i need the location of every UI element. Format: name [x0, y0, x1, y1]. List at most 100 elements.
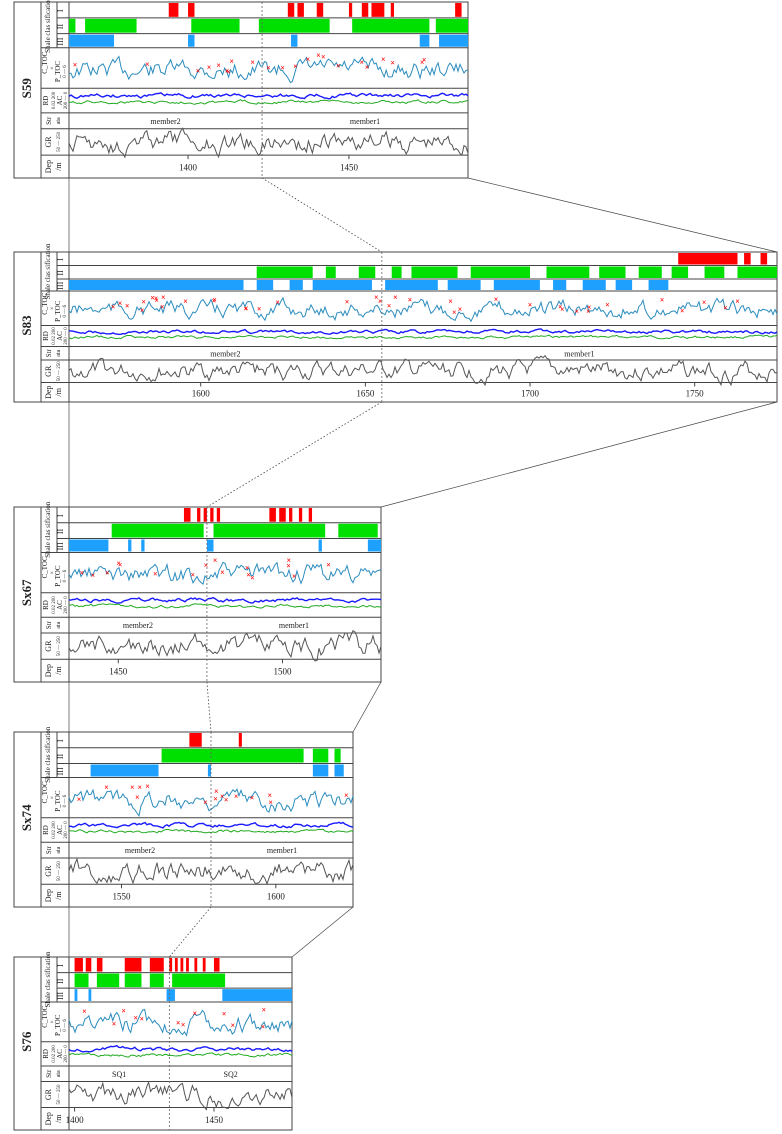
class-3-interval	[289, 280, 303, 290]
class-1-interval	[174, 958, 178, 972]
gr-curve	[68, 127, 469, 159]
c-toc-sample: ×	[560, 305, 565, 314]
ac-label: AC	[56, 331, 64, 341]
c-toc-sample: ×	[140, 306, 145, 315]
c-toc-sample: ×	[422, 55, 427, 64]
depth-tick-label: 1600	[192, 388, 211, 398]
strata-unit-upper: SQ1	[112, 1070, 126, 1079]
rd-label: RD	[42, 600, 50, 610]
well-name-label: Sx67	[19, 579, 34, 606]
class-1-interval	[238, 733, 242, 747]
c-toc-sample: ×	[575, 307, 580, 316]
depth-tick-label: 1400	[66, 1115, 85, 1125]
class-1-interval	[287, 3, 295, 17]
p-toc-curve	[68, 296, 778, 323]
c-toc-sample: ×	[135, 793, 140, 802]
class-2-interval	[599, 266, 626, 278]
gr-scale-label: 50 — 250	[57, 861, 62, 882]
class-2-label: II	[56, 978, 65, 984]
c-toc-sample: ×	[224, 795, 229, 804]
c-toc-sample: ×	[286, 561, 291, 570]
strata-unit-lower: member1	[267, 846, 297, 855]
class-3-interval	[367, 539, 381, 552]
class-1-interval	[298, 508, 303, 522]
c-toc-label: C_TOC	[41, 1005, 49, 1027]
c-toc-sample: ×	[660, 295, 665, 304]
depth-unit-label: /m	[54, 162, 63, 171]
c-toc-sample: ×	[268, 798, 273, 807]
shale-class-track-label: Shale clas sification	[44, 243, 52, 299]
p-toc-curve	[68, 561, 382, 585]
class-3-interval	[439, 34, 468, 47]
gr-scale-label: 50 — 250	[57, 1084, 62, 1105]
strata-label: Str	[45, 620, 53, 629]
class-1-interval	[269, 508, 276, 522]
c-toc-sample: ×	[390, 59, 395, 68]
ac-scale-label: 200 — 0	[64, 91, 69, 109]
c-toc-sample: ×	[105, 569, 110, 578]
c-toc-label: C_TOC	[41, 781, 49, 803]
class-3-interval	[447, 280, 481, 290]
class-2-interval	[191, 18, 240, 33]
class-2-label: II	[56, 270, 65, 276]
c-toc-sample: ×	[154, 294, 159, 303]
c-toc-sample: ×	[160, 302, 165, 311]
c-toc-sample: ×	[118, 299, 123, 308]
rd-label: RD	[42, 96, 50, 106]
strata-unit-upper: member2	[210, 349, 240, 358]
depth-label: Dep	[44, 889, 53, 902]
c-toc-sample: ×	[387, 302, 392, 311]
c-toc-sample: ×	[118, 560, 123, 569]
class-1-interval	[216, 508, 221, 522]
c-toc-sample: ×	[133, 1014, 138, 1023]
c-toc-sample: ×	[183, 297, 188, 306]
class-1-interval	[744, 253, 751, 265]
class-2-interval	[638, 266, 662, 278]
c-toc-sample: ×	[125, 302, 130, 311]
c-toc-sample: ×	[723, 304, 728, 313]
c-toc-sample: ×	[153, 570, 158, 579]
rd-scale-label: 0.02 200	[52, 1045, 57, 1063]
class-2-interval	[325, 266, 336, 278]
ac-curve	[68, 334, 778, 340]
class-3-interval	[74, 989, 78, 1001]
class-2-interval	[124, 973, 142, 988]
class-2-interval	[172, 973, 226, 988]
c-toc-sample: ×	[154, 296, 159, 305]
p-toc-label: P_TOC	[54, 61, 62, 83]
c-toc-sample: ×	[111, 303, 116, 312]
toc-scale-label: 0 — 6	[63, 794, 68, 807]
rd-label: RD	[42, 1049, 50, 1059]
class-2-interval	[411, 266, 458, 278]
c-toc-sample: ×	[316, 51, 321, 60]
class-2-label: II	[56, 529, 65, 535]
strata-unit-lower: SQ2	[224, 1070, 238, 1079]
c-toc-sample: ×	[244, 304, 249, 313]
strata-correlation-line	[206, 401, 383, 508]
p-toc-label: P_TOC	[54, 1014, 62, 1036]
c-toc-sample: ×	[137, 783, 142, 792]
class-3-interval	[582, 280, 606, 290]
class-1-interval	[760, 253, 768, 265]
c-toc-sample: ×	[213, 795, 218, 804]
class-1-interval	[197, 508, 201, 522]
c-toc-sample: ×	[213, 556, 218, 565]
rd-scale-label: 0.02 200	[52, 821, 57, 839]
c-toc-sample: ×	[112, 1020, 117, 1029]
c-toc-sample: ×	[420, 58, 425, 67]
class-2-interval	[74, 973, 89, 988]
c-toc-sample: ×	[145, 60, 150, 69]
strata-label: Str	[45, 116, 53, 125]
class-1-interval	[678, 253, 738, 265]
c-toc-sample: ×	[261, 1006, 266, 1015]
c-toc-sample: ×	[586, 307, 591, 316]
c-toc-sample: ×	[275, 298, 280, 307]
ac-label: AC	[56, 600, 64, 610]
class-3-interval	[88, 989, 92, 1001]
strata-unit-lower: member1	[350, 117, 380, 126]
c-toc-sample: ×	[293, 62, 298, 71]
c-toc-sample: ×	[261, 1023, 266, 1032]
class-1-interval	[124, 958, 142, 972]
